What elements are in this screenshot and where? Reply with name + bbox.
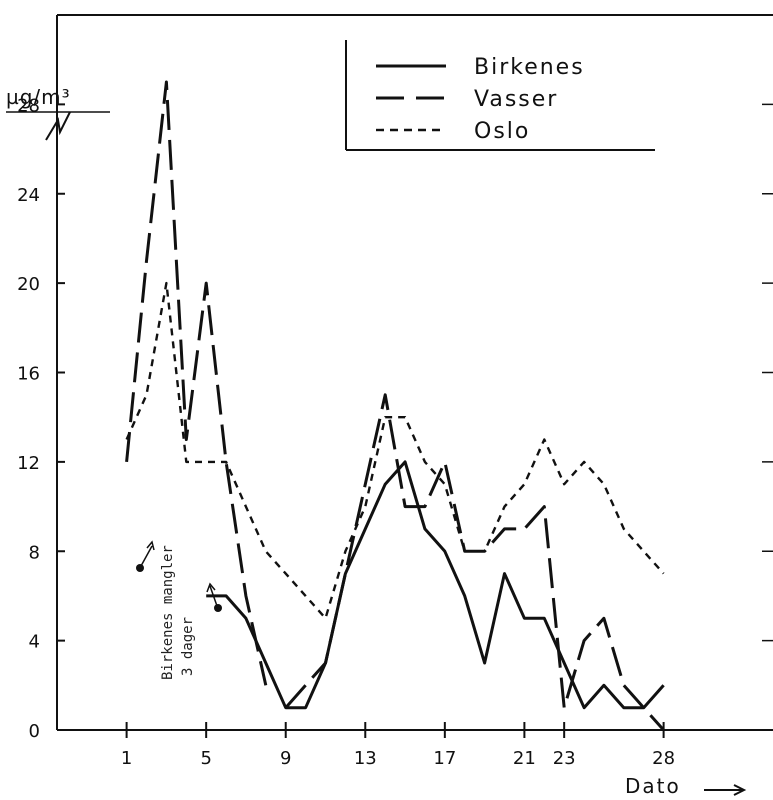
series-line-birkenes bbox=[206, 460, 665, 710]
y-tick-label: 24 bbox=[17, 185, 40, 206]
missing-data-annotation: Birkenes mangler 3 dager bbox=[136, 540, 222, 680]
annotation-line-2: 3 dager bbox=[180, 617, 196, 676]
y-tick-label: 4 bbox=[29, 632, 40, 653]
y-tick-label: 8 bbox=[29, 542, 40, 563]
annotation-dot-2 bbox=[214, 604, 222, 612]
x-tick-label: 9 bbox=[280, 748, 291, 769]
legend-label-oslo: Oslo bbox=[474, 119, 530, 144]
x-tick-label: 5 bbox=[200, 748, 211, 769]
annotation-arrow-1 bbox=[140, 540, 155, 567]
legend-label-birkenes: Birkenes bbox=[474, 55, 585, 80]
x-tick-label: 17 bbox=[433, 748, 456, 769]
x-tick-label: 21 bbox=[513, 748, 536, 769]
x-tick-label: 1 bbox=[121, 748, 132, 769]
legend-label-vasser: Vasser bbox=[474, 87, 558, 112]
y-axis-unit-label: µg/m³ bbox=[6, 85, 71, 109]
y-ticks: 0 4 8 12 16 20 24 28 bbox=[17, 95, 773, 742]
series-line-vasser bbox=[284, 393, 665, 731]
series-line-vasser bbox=[125, 80, 268, 686]
annotation-line-1: Birkenes mangler bbox=[160, 545, 176, 680]
legend-items: Birkenes Vasser Oslo bbox=[376, 55, 585, 144]
x-tick-label: 28 bbox=[652, 748, 675, 769]
x-ticks: 1 5 9 13 17 21 23 28 bbox=[121, 722, 675, 769]
series-lines bbox=[125, 80, 665, 731]
annotation-dot-1 bbox=[136, 564, 144, 572]
legend: Birkenes Vasser Oslo bbox=[345, 40, 655, 151]
y-tick-label: 28 bbox=[17, 95, 40, 116]
y-axis-break bbox=[45, 111, 71, 141]
x-axis-label: Dato bbox=[625, 774, 681, 798]
annotation-arrow-2 bbox=[206, 582, 218, 607]
y-tick-label: 20 bbox=[17, 274, 40, 295]
y-tick-label: 0 bbox=[29, 721, 40, 742]
x-tick-label: 13 bbox=[354, 748, 377, 769]
x-tick-label: 23 bbox=[553, 748, 576, 769]
series-line-oslo bbox=[125, 281, 665, 620]
y-tick-label: 12 bbox=[17, 453, 40, 474]
x-axis-arrow bbox=[704, 784, 747, 796]
y-tick-label: 16 bbox=[17, 364, 40, 385]
